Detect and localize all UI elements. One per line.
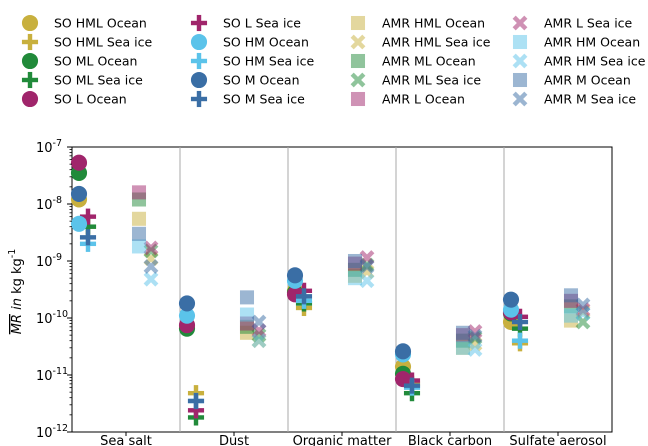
point-so-m-ocean-dust (178, 295, 196, 312)
y-tick-label: 10-12 (36, 423, 68, 441)
y-tick-label: 10-8 (36, 195, 62, 213)
point-amr-hml-ocean-sea-salt (131, 211, 147, 226)
point-so-hm-sea-ice-sulfate-aerosol (511, 332, 529, 349)
legend-label-amr-m-ocean: AMR M Ocean (544, 73, 631, 88)
legend-label-amr-l-ocean: AMR L Ocean (382, 92, 465, 107)
point-so-m-ocean-organic-matter (286, 267, 304, 284)
point-amr-m-sea-ice-sea-salt (143, 259, 159, 274)
point-so-hm-ocean-sea-salt (70, 215, 88, 232)
point-amr-hm-sea-ice-dust (251, 333, 267, 349)
legend-marker-so-m-sea-ice (190, 90, 208, 108)
legend-marker-so-hm-ocean (190, 33, 208, 51)
point-so-l-ocean-sea-salt (70, 154, 88, 171)
point-amr-hm-ocean-dust (239, 307, 255, 322)
legend-marker-amr-m-ocean (512, 72, 528, 88)
point-so-m-sea-ice-organic-matter (295, 288, 313, 305)
point-amr-m-ocean-sulfate-aerosol (563, 288, 579, 303)
point-amr-hm-ocean-sulfate-aerosol (563, 308, 579, 323)
point-amr-m-ocean-sea-salt (131, 226, 147, 241)
legend-marker-so-hml-sea-ice (21, 33, 39, 51)
x-tick-label-sea-salt: Sea salt (100, 434, 152, 446)
point-amr-m-sea-ice-organic-matter (359, 259, 375, 274)
y-axis-label: MR in kg kg-1 (7, 249, 25, 335)
point-amr-hm-ocean-sea-salt (131, 239, 147, 254)
legend-label-so-m-ocean: SO M Ocean (223, 73, 300, 88)
legend-label-amr-m-sea-ice: AMR M Sea ice (544, 92, 636, 107)
point-amr-hm-sea-ice-organic-matter (359, 273, 375, 289)
point-so-m-ocean-sea-salt (70, 185, 88, 203)
point-so-m-sea-ice-sulfate-aerosol (511, 313, 529, 331)
legend-label-so-ml-ocean: SO ML Ocean (54, 54, 137, 69)
x-axis: Sea salt Dust Organic matter Black carbon Su… (100, 432, 607, 446)
x-tick-label-organic-matter: Organic matter (293, 434, 393, 446)
legend: SO HML Ocean SO HML Sea ice SO ML Ocean SO … (21, 14, 646, 108)
legend-label-amr-ml-sea-ice: AMR ML Sea ice (382, 73, 481, 88)
legend-label-amr-hml-sea-ice: AMR HML Sea ice (382, 35, 491, 50)
legend-marker-amr-hm-ocean (512, 34, 528, 50)
x-tick-label-dust: Dust (219, 434, 249, 446)
legend-marker-so-l-sea-ice (190, 14, 208, 32)
legend-marker-amr-l-sea-ice (512, 15, 528, 31)
point-amr-m-sea-ice-black-carbon (467, 328, 483, 344)
legend-marker-so-ml-sea-ice (21, 71, 39, 89)
legend-marker-so-m-ocean (190, 71, 208, 89)
legend-label-so-l-sea-ice: SO L Sea ice (223, 16, 301, 31)
legend-label-amr-hm-ocean: AMR HM Ocean (544, 35, 640, 50)
legend-marker-amr-hml-sea-ice (350, 34, 366, 50)
legend-label-amr-l-sea-ice: AMR L Sea ice (544, 16, 633, 31)
point-so-ml-sea-ice-sea-salt (79, 218, 97, 235)
legend-marker-so-l-ocean (21, 90, 39, 108)
legend-marker-so-hml-ocean (21, 14, 39, 32)
point-so-m-ocean-black-carbon (394, 343, 412, 360)
point-amr-hm-sea-ice-sea-salt (143, 271, 159, 287)
legend-label-amr-hml-ocean: AMR HML Ocean (382, 16, 485, 31)
legend-marker-amr-ml-sea-ice (350, 72, 366, 88)
point-amr-m-ocean-black-carbon (455, 325, 471, 340)
point-so-m-sea-ice-dust (187, 392, 205, 410)
point-so-m-sea-ice-sea-salt (79, 229, 97, 246)
legend-label-amr-hm-sea-ice: AMR HM Sea ice (544, 54, 646, 69)
legend-label-so-hml-ocean: SO HML Ocean (54, 16, 147, 31)
plot-frame (71, 146, 613, 433)
point-so-hm-ocean-dust (178, 307, 196, 324)
point-amr-hm-ocean-organic-matter (347, 271, 363, 286)
point-amr-hm-sea-ice-black-carbon (467, 342, 483, 357)
x-tick-label-sulfate-aerosol: Sulfate aerosol (509, 434, 606, 446)
legend-label-so-hm-sea-ice: SO HM Sea ice (223, 54, 315, 69)
point-amr-m-sea-ice-dust (251, 314, 267, 330)
x-tick-label-black-carbon: Black carbon (408, 434, 492, 446)
legend-marker-so-ml-ocean (21, 52, 39, 70)
point-amr-hm-ocean-black-carbon (455, 340, 471, 355)
point-so-l-ocean-black-carbon (394, 370, 412, 388)
point-amr-m-sea-ice-sulfate-aerosol (575, 297, 591, 313)
y-tick-label: 10-7 (36, 138, 62, 156)
point-so-m-ocean-sulfate-aerosol (502, 291, 520, 308)
point-amr-l-ocean-sea-salt (131, 185, 147, 200)
y-tick-label: 10-9 (36, 252, 62, 270)
y-tick-label: 10-10 (36, 309, 68, 327)
legend-marker-so-hm-sea-ice (190, 52, 208, 70)
legend-marker-amr-hm-sea-ice (512, 53, 528, 69)
y-axis: 10-12 10-11 10-10 10-9 10-8 10-7 MR in kg kg-1 (7, 138, 72, 441)
point-amr-m-ocean-organic-matter (347, 253, 363, 269)
legend-marker-amr-hml-ocean (350, 15, 366, 31)
point-so-l-sea-ice-sea-salt (79, 208, 97, 225)
y-tick-label: 10-11 (36, 366, 68, 384)
point-so-l-sea-ice-dust (187, 402, 205, 419)
legend-marker-amr-l-ocean (350, 91, 366, 107)
legend-label-so-hml-sea-ice: SO HML Sea ice (54, 35, 152, 50)
legend-label-so-m-sea-ice: SO M Sea ice (223, 92, 305, 107)
point-so-m-sea-ice-black-carbon (403, 377, 421, 394)
legend-label-so-l-ocean: SO L Ocean (54, 92, 127, 107)
legend-label-so-hm-ocean: SO HM Ocean (223, 35, 309, 50)
legend-marker-amr-ml-ocean (350, 53, 366, 69)
point-amr-l-sea-ice-sea-salt (143, 240, 159, 256)
legend-marker-amr-m-sea-ice (512, 91, 528, 107)
point-amr-m-ocean-dust (239, 290, 255, 305)
legend-label-so-ml-sea-ice: SO ML Sea ice (54, 73, 143, 88)
plot-area (70, 146, 613, 433)
legend-label-amr-ml-ocean: AMR ML Ocean (382, 54, 476, 69)
